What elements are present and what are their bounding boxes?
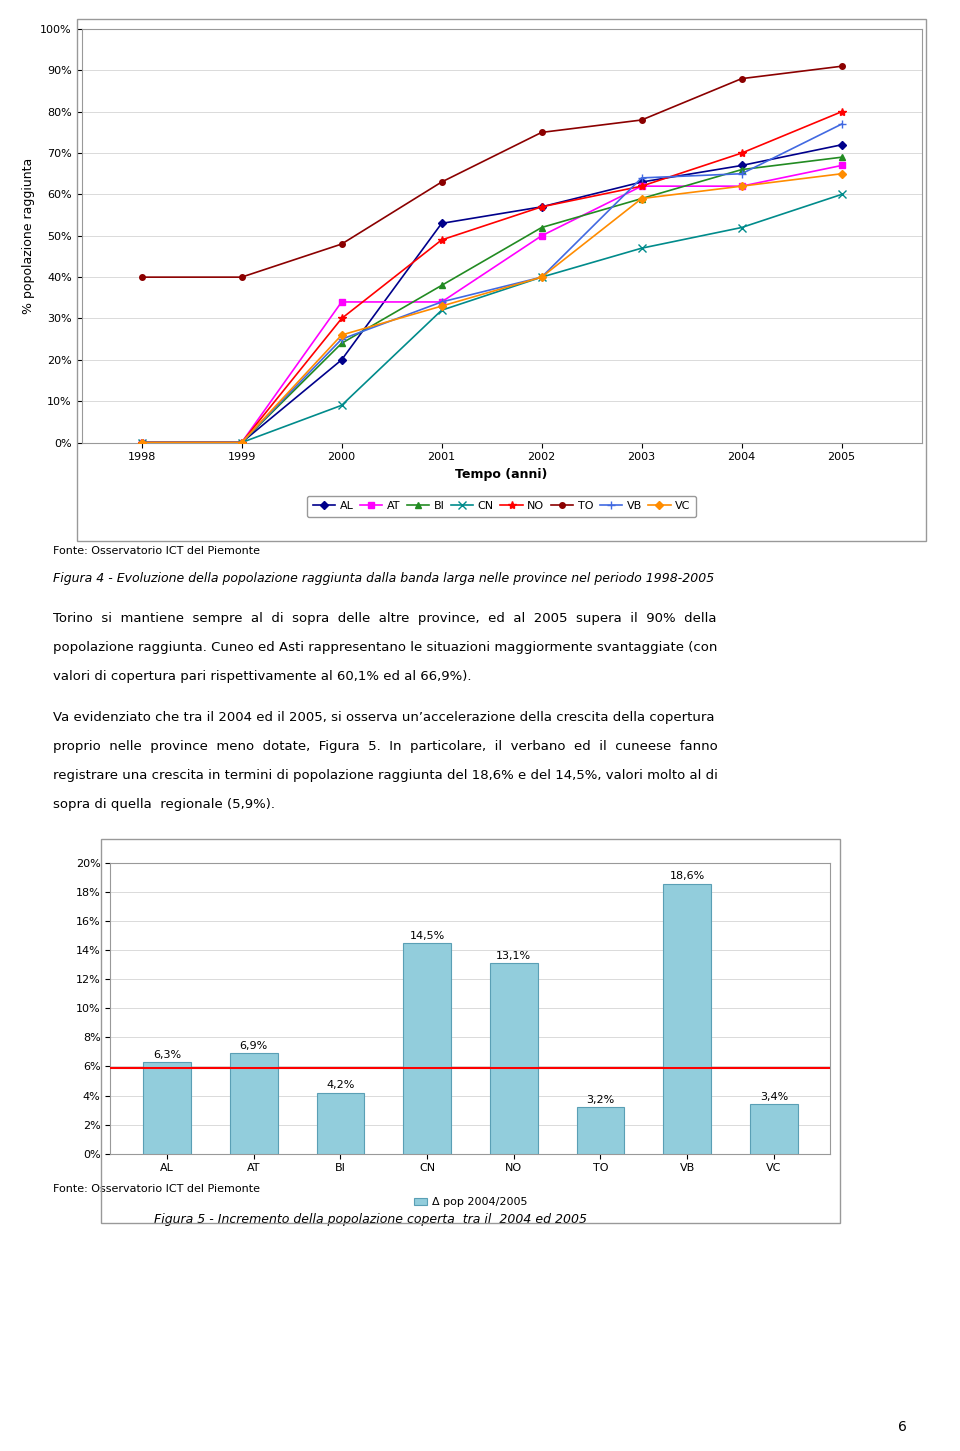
Text: popolazione raggiunta. Cuneo ed Asti rappresentano le situazioni maggiormente sv: popolazione raggiunta. Cuneo ed Asti rap…: [53, 641, 717, 654]
Bar: [229, 1053, 277, 1154]
Text: sopra di quella  regionale (5,9%).: sopra di quella regionale (5,9%).: [53, 798, 275, 811]
Bar: [490, 963, 538, 1154]
Text: valori di copertura pari rispettivamente al 60,1% ed al 66,9%).: valori di copertura pari rispettivamente…: [53, 670, 471, 683]
Text: Figura 5 - Incremento della popolazione coperta  tra il  2004 ed 2005: Figura 5 - Incremento della popolazione …: [154, 1213, 587, 1226]
Bar: [143, 1062, 191, 1154]
Bar: [663, 884, 711, 1154]
Bar: [317, 1093, 364, 1154]
Text: Fonte: Osservatorio ICT del Piemonte: Fonte: Osservatorio ICT del Piemonte: [53, 1184, 260, 1194]
Text: registrare una crescita in termini di popolazione raggiunta del 18,6% e del 14,5: registrare una crescita in termini di po…: [53, 769, 718, 782]
Text: 13,1%: 13,1%: [496, 952, 531, 961]
Text: proprio  nelle  province  meno  dotate,  Figura  5.  In  particolare,  il  verba: proprio nelle province meno dotate, Figu…: [53, 740, 717, 753]
Bar: [577, 1107, 624, 1154]
Text: 3,4%: 3,4%: [759, 1093, 788, 1103]
X-axis label: Tempo (anni): Tempo (anni): [455, 467, 548, 480]
Text: 14,5%: 14,5%: [409, 932, 444, 940]
Text: 18,6%: 18,6%: [669, 872, 705, 881]
Text: 3,2%: 3,2%: [587, 1096, 614, 1106]
Text: Fonte: Osservatorio ICT del Piemonte: Fonte: Osservatorio ICT del Piemonte: [53, 546, 260, 556]
Y-axis label: % popolazione raggiunta: % popolazione raggiunta: [22, 158, 35, 313]
Text: Va evidenziato che tra il 2004 ed il 2005, si osserva un’accelerazione della cre: Va evidenziato che tra il 2004 ed il 200…: [53, 711, 714, 724]
Bar: [750, 1104, 798, 1154]
Text: 6,3%: 6,3%: [153, 1051, 181, 1059]
Bar: [403, 943, 451, 1154]
Text: 6,9%: 6,9%: [240, 1042, 268, 1051]
Legend: Δ pop 2004/2005: Δ pop 2004/2005: [409, 1193, 532, 1212]
Text: Torino  si  mantiene  sempre  al  di  sopra  delle  altre  province,  ed  al  20: Torino si mantiene sempre al di sopra de…: [53, 612, 716, 625]
Legend: AL, AT, BI, CN, NO, TO, VB, VC: AL, AT, BI, CN, NO, TO, VB, VC: [307, 496, 696, 517]
Text: 4,2%: 4,2%: [326, 1081, 354, 1091]
Text: 6: 6: [899, 1419, 907, 1434]
Text: Figura 4 - Evoluzione della popolazione raggiunta dalla banda larga nelle provin: Figura 4 - Evoluzione della popolazione …: [53, 572, 714, 585]
